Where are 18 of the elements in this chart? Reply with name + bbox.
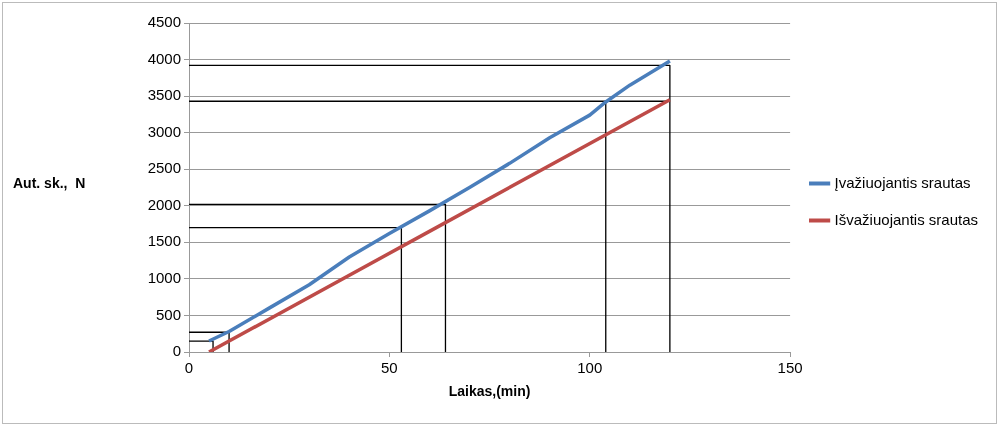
y-tick-label: 0 [172,342,181,360]
y-tick-label: 1500 [147,232,181,250]
y-tick-label: 1000 [147,269,181,287]
x-tick-label: 150 [777,359,803,377]
y-tick-label: 4000 [147,49,181,67]
y-axis-title: Aut. sk., N [13,175,86,192]
x-tick-label: 100 [577,359,603,377]
y-tick-label: 4500 [147,13,181,31]
y-tick-label: 3000 [147,122,181,140]
x-tick-label: 0 [184,359,194,377]
legend-label: Išvažiuojantis srautas [834,210,979,228]
legend-label: Įvažiuojantis srautas [834,173,971,191]
y-tick-label: 500 [155,305,181,323]
x-axis-title: Laikas,(min) [448,382,531,399]
y-tick-label: 2500 [147,159,181,177]
x-tick-label: 50 [381,359,398,377]
y-tick-label: 3500 [147,86,181,104]
y-tick-label: 2000 [147,195,181,213]
